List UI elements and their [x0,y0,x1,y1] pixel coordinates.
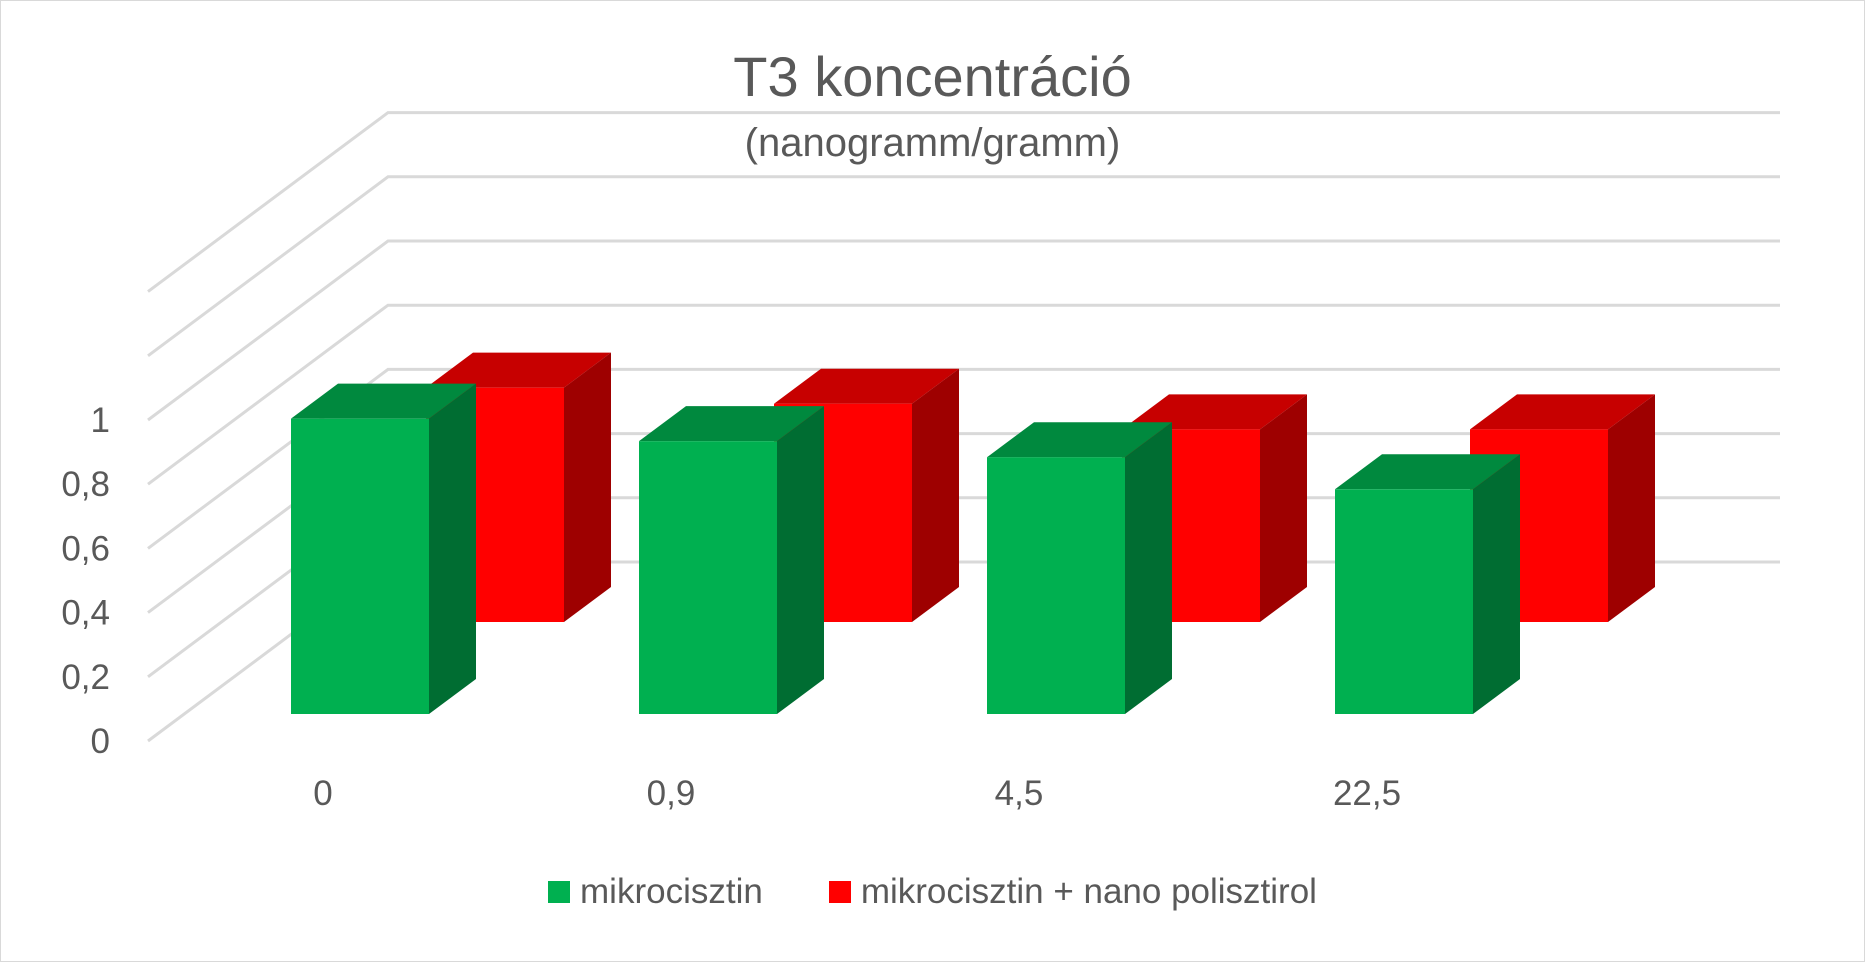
bar-mikrocisztin [291,418,429,714]
gridline [147,239,1780,422]
y-tick-label: 0,8 [61,465,110,504]
gridline [147,367,1780,550]
y-tick-label: 0,6 [61,529,110,568]
x-category-label: 0 [313,774,332,813]
y-tick-label: 0,2 [61,658,110,697]
bar-top-mikrocisztin [987,422,1172,458]
bar-top-mikrocisztin [639,406,824,442]
bar-top-nano-polisztirol [426,352,611,388]
bar-top-mikrocisztin [1335,454,1520,490]
legend-item: mikrocisztin [548,872,763,912]
bar-top-nano-polisztirol [1122,394,1307,430]
x-category-label: 0,9 [647,774,696,813]
chart-title: T3 koncentráció [733,45,1132,108]
gridline [147,175,1780,358]
bar-top-mikrocisztin [291,383,476,419]
chart-legend: mikrocisztin mikrocisztin + nano poliszti… [0,872,1865,912]
bar-side-nano-polisztirol [1608,394,1655,622]
bar-side-mikrocisztin [429,383,476,714]
bar-top-nano-polisztirol [774,368,959,404]
legend-item: mikrocisztin + nano polisztirol [828,872,1317,912]
x-category-label: 4,5 [995,774,1044,813]
gridline [147,111,1780,293]
gridline [147,303,1780,486]
chart-subtitle: (nanogramm/gramm) [744,121,1121,165]
bar-side-mikrocisztin [1473,454,1520,714]
legend-swatch [548,881,571,903]
bar-mikrocisztin [1335,489,1473,714]
x-category-label: 22,5 [1333,774,1401,813]
y-tick-label: 0 [91,722,110,761]
bar-side-nano-polisztirol [1260,394,1307,622]
legend-label: mikrocisztin + nano polisztirol [860,872,1317,911]
legend-swatch [828,881,851,903]
bar-side-mikrocisztin [777,406,824,714]
y-tick-label: 1 [91,401,110,440]
bar-side-mikrocisztin [1125,422,1172,714]
bar-side-nano-polisztirol [912,368,959,622]
bar-side-nano-polisztirol [564,352,611,622]
y-tick-label: 0,4 [61,594,110,633]
legend-label: mikrocisztin [580,872,763,911]
bar-mikrocisztin [639,441,777,714]
bar-top-nano-polisztirol [1470,394,1655,430]
bar-mikrocisztin [987,457,1125,714]
